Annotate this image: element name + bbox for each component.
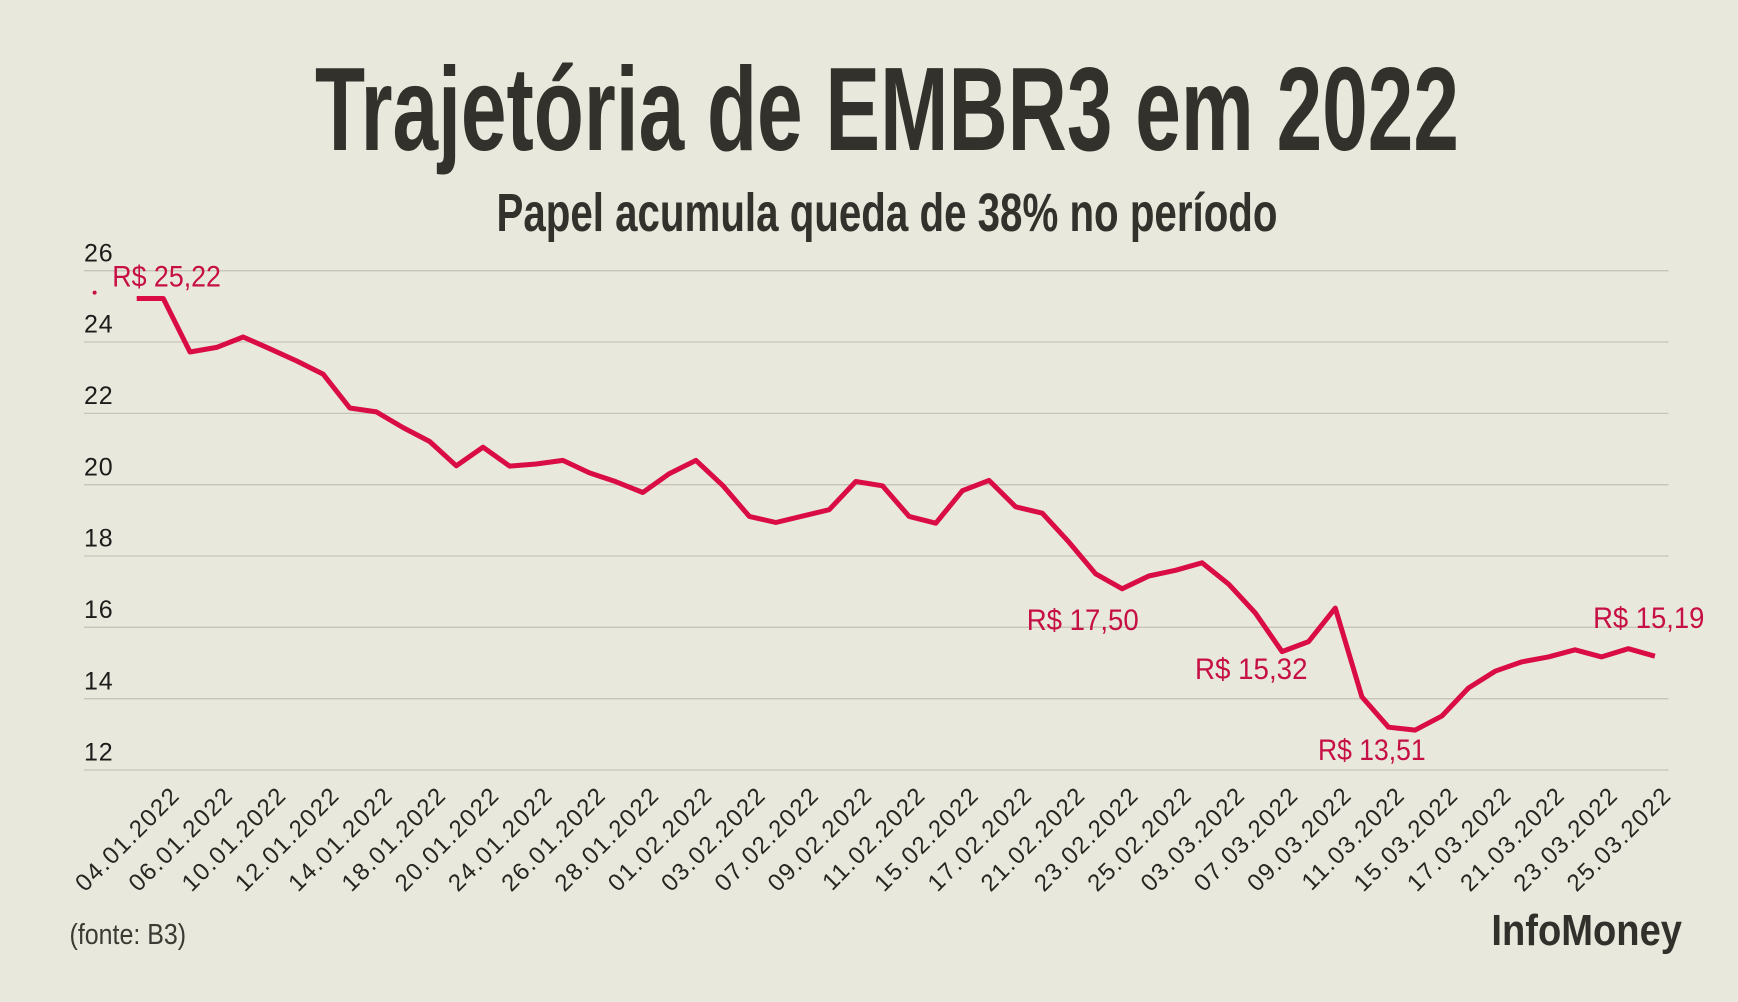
svg-text:18: 18 (84, 525, 114, 553)
svg-text:R$ 25,22: R$ 25,22 (112, 261, 221, 294)
svg-text:22: 22 (84, 382, 114, 410)
svg-text:R$ 15,32: R$ 15,32 (1195, 653, 1308, 686)
svg-text:24: 24 (84, 311, 114, 339)
svg-text:20: 20 (84, 453, 114, 481)
svg-text:14: 14 (84, 667, 114, 695)
svg-text:12: 12 (84, 739, 114, 767)
svg-text:R$ 15,19: R$ 15,19 (1593, 602, 1704, 635)
svg-text:R$ 17,50: R$ 17,50 (1027, 604, 1139, 637)
svg-text:R$ 13,51: R$ 13,51 (1318, 734, 1426, 767)
svg-text:Papel acumula queda de 38% no: Papel acumula queda de 38% no período (497, 183, 1278, 243)
svg-text:16: 16 (84, 596, 114, 624)
svg-text:InfoMoney: InfoMoney (1491, 907, 1682, 955)
svg-text:Trajetória de EMBR3 em 2022: Trajetória de EMBR3 em 2022 (315, 43, 1459, 176)
svg-text:(fonte: B3): (fonte: B3) (70, 919, 187, 951)
svg-text:26: 26 (84, 239, 114, 267)
